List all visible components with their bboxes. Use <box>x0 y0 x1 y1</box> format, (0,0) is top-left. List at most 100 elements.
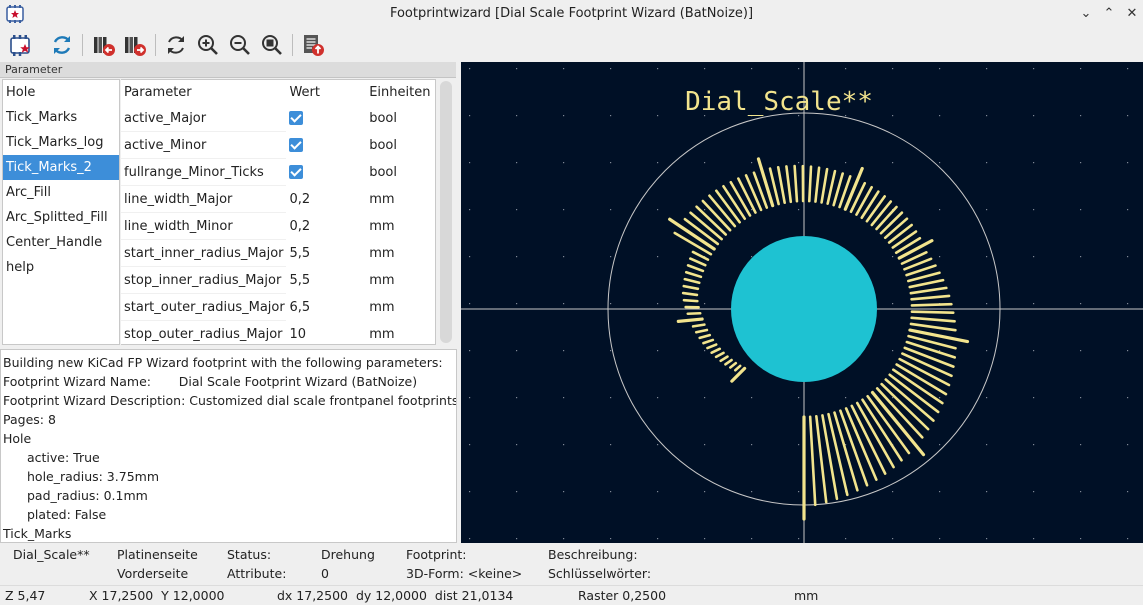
major-tick-mark <box>908 328 970 344</box>
status-bar: Z 5,47 X 17,2500 Y 12,0000 dx 17,2500 dy… <box>0 585 1143 605</box>
center-hole-pad[interactable] <box>731 236 877 382</box>
minor-tick-mark <box>729 361 738 369</box>
grid-dot <box>704 209 706 211</box>
checkbox-checked-icon[interactable] <box>289 110 304 125</box>
export-footprint-button[interactable] <box>299 31 327 59</box>
minor-tick-mark <box>686 311 702 316</box>
column-header-parameter[interactable]: Parameter <box>124 85 192 100</box>
minor-tick-mark <box>894 236 922 255</box>
minor-tick-mark <box>684 270 703 279</box>
minor-tick-mark <box>701 199 732 232</box>
grid-dot <box>657 209 659 211</box>
minor-tick-mark <box>892 368 944 405</box>
param-value[interactable]: 6,5 <box>289 300 311 315</box>
3d-model-label: 3D-Form: <keine> <box>406 566 523 581</box>
minor-tick-mark <box>838 175 852 209</box>
zoom-fit-button[interactable] <box>258 31 286 59</box>
page-item-tick-marks[interactable]: Tick_Marks <box>6 110 78 125</box>
minor-tick-mark <box>694 328 709 334</box>
grid-dot <box>610 303 612 305</box>
footprint-preview-svg: Dial_Scale** <box>461 62 1143 543</box>
checkbox-checked-icon[interactable] <box>289 164 304 179</box>
minor-tick-mark <box>910 316 956 323</box>
grid-dot <box>798 209 800 211</box>
grid-dot <box>751 491 753 493</box>
page-item-hole[interactable]: Hole <box>6 85 36 100</box>
param-value[interactable]: 10 <box>289 327 307 342</box>
major-tick-mark <box>870 390 926 457</box>
grid-dot <box>798 162 800 164</box>
minor-tick-mark <box>855 185 873 216</box>
grid-dot <box>1080 209 1082 211</box>
param-unit: bool <box>369 165 397 180</box>
minor-tick-mark <box>681 291 699 297</box>
page-item-tick-marks-log[interactable]: Tick_Marks_log <box>6 135 104 150</box>
column-header-value[interactable]: Wert <box>289 85 321 100</box>
minor-tick-mark <box>719 355 729 363</box>
footprint-reference-label[interactable]: Dial_Scale** <box>685 87 873 117</box>
minor-tick-mark <box>909 286 948 295</box>
zoom-out-button[interactable] <box>226 31 254 59</box>
page-item-arc-splitted-fill[interactable]: Arc_Splitted_Fill <box>6 210 108 225</box>
grid-dot <box>657 444 659 446</box>
parameter-grid-scrollbar[interactable] <box>436 79 456 345</box>
board-side-label: Platinenseite <box>117 547 198 562</box>
minor-tick-mark <box>860 190 880 220</box>
param-value-checkbox[interactable] <box>286 105 366 132</box>
select-wizard-button[interactable] <box>6 31 34 59</box>
log-line: Pages: 8 <box>3 412 56 427</box>
grid-dot <box>986 444 988 446</box>
minor-tick-mark <box>900 251 928 265</box>
footprint-preview-canvas[interactable]: Dial_Scale** <box>461 62 1143 543</box>
grid-dot <box>939 209 941 211</box>
log-line: plated: False <box>27 507 107 522</box>
grid-dot <box>751 68 753 70</box>
page-item-center-handle[interactable]: Center_Handle <box>6 235 103 250</box>
grid-dot <box>939 115 941 117</box>
param-value[interactable]: 5,5 <box>289 246 311 261</box>
next-page-icon <box>125 37 146 56</box>
grid-dot <box>751 444 753 446</box>
column-header-units[interactable]: Einheiten <box>369 85 431 100</box>
zoom-out-icon <box>230 35 250 55</box>
param-value[interactable]: 0,2 <box>289 192 311 207</box>
param-value-checkbox[interactable] <box>286 159 366 186</box>
grid-dot <box>563 350 565 352</box>
param-value[interactable]: 5,5 <box>289 273 311 288</box>
scrollbar-thumb[interactable] <box>440 81 452 343</box>
redraw-button[interactable] <box>162 31 190 59</box>
minimize-button[interactable]: ⌄ <box>1080 6 1092 21</box>
page-item-tick-marks-2[interactable]: Tick_Marks_2 <box>3 155 119 180</box>
canvas-grid-dots <box>469 68 1129 540</box>
grid-dot <box>986 209 988 211</box>
wizard-message-log: Building new KiCad FP Wizard footprint w… <box>0 349 457 543</box>
rotation-value: 0 <box>321 566 329 581</box>
minor-tick-mark <box>908 278 945 289</box>
close-button[interactable]: ✕ <box>1126 6 1138 21</box>
grid-dot <box>704 115 706 117</box>
grid-dot <box>516 209 518 211</box>
param-value-checkbox[interactable] <box>286 132 366 159</box>
grid-dot <box>1033 256 1035 258</box>
grid-dot <box>516 538 518 540</box>
page-item-help[interactable]: help <box>6 260 35 275</box>
grid-dot <box>657 303 659 305</box>
grid-dot <box>610 209 612 211</box>
grid-dot <box>516 444 518 446</box>
param-value[interactable]: 0,2 <box>289 219 311 234</box>
previous-page-icon <box>94 37 115 56</box>
maximize-button[interactable]: ⌃ <box>1103 6 1115 21</box>
minor-tick-mark <box>865 195 886 223</box>
grid-dot <box>563 115 565 117</box>
previous-page-button[interactable] <box>90 31 118 59</box>
grid-dot <box>892 303 894 305</box>
grid-dot <box>892 162 894 164</box>
page-item-arc-fill[interactable]: Arc_Fill <box>6 185 51 200</box>
checkbox-checked-icon[interactable] <box>289 137 304 152</box>
grid-dot <box>469 350 471 352</box>
next-page-button[interactable] <box>121 31 149 59</box>
reload-wizard-button[interactable] <box>48 31 76 59</box>
minor-tick-mark <box>689 257 707 267</box>
grid-dot <box>610 68 612 70</box>
zoom-in-button[interactable] <box>194 31 222 59</box>
